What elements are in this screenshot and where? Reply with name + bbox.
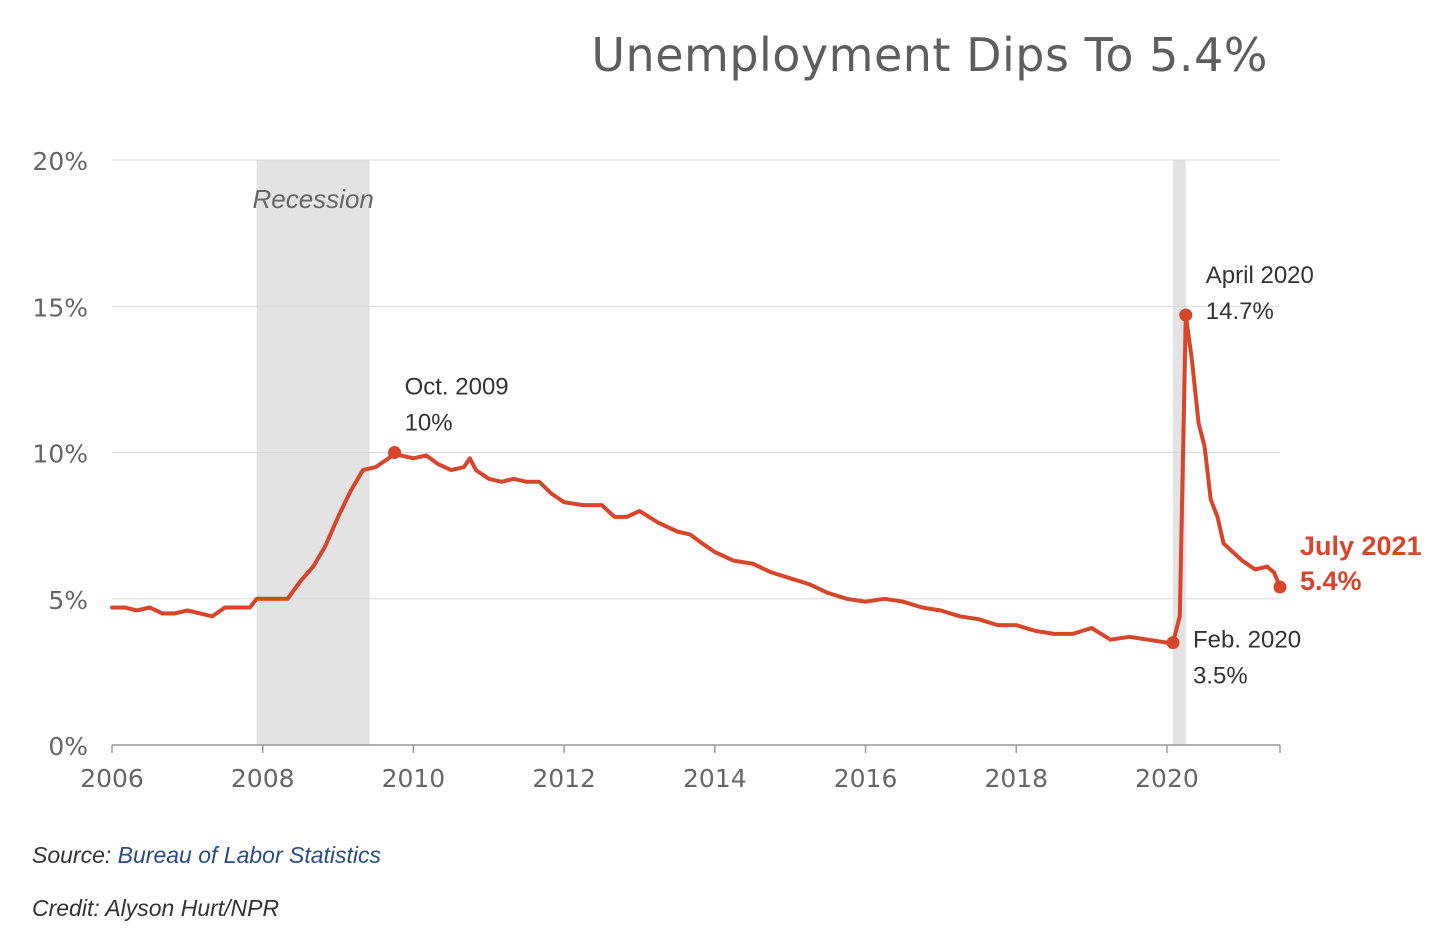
chart-title: Unemployment Dips To 5.4% bbox=[591, 28, 1268, 82]
data-point-marker bbox=[1179, 308, 1193, 322]
y-tick-label: 20% bbox=[32, 147, 88, 176]
annotations: Oct. 2009 10% April 2020 14.7% Feb. 2020 3.5%… bbox=[388, 262, 1422, 690]
x-tick-label: 2016 bbox=[834, 764, 898, 793]
annotation-date: Feb. 2020 bbox=[1193, 627, 1301, 654]
x-tick-label: 2018 bbox=[984, 764, 1048, 793]
annotation-date: July 2021 bbox=[1300, 531, 1422, 561]
annotation-date: Oct. 2009 bbox=[405, 374, 509, 401]
y-tick-label: 10% bbox=[32, 440, 88, 469]
source-link[interactable]: Bureau of Labor Statistics bbox=[117, 842, 382, 868]
x-tick-label: 2010 bbox=[382, 764, 446, 793]
source-label: Source: bbox=[32, 842, 118, 868]
y-tick-label: 15% bbox=[32, 293, 88, 322]
source-line: Source: Bureau of Labor Statistics bbox=[32, 842, 381, 869]
annotation-date: April 2020 bbox=[1206, 262, 1314, 289]
x-tick-label: 2020 bbox=[1135, 764, 1199, 793]
annotation-value: 14.7% bbox=[1206, 298, 1274, 325]
data-point-marker bbox=[1166, 636, 1180, 650]
data-point-marker bbox=[388, 446, 402, 459]
annotation-value: 5.4% bbox=[1300, 566, 1362, 596]
x-tick-label: 2006 bbox=[80, 764, 144, 793]
y-tick-label: 0% bbox=[48, 732, 88, 761]
axes: 0% 5% 10% 15% 20% 2006 2008 2010 2012 2014 2016 201… bbox=[32, 147, 1281, 793]
x-tick-label: 2008 bbox=[231, 764, 295, 793]
recession-label: Recession bbox=[252, 184, 373, 214]
data-point-marker bbox=[1273, 580, 1287, 594]
x-tick-label: 2012 bbox=[532, 764, 596, 793]
annotation-value: 3.5% bbox=[1193, 663, 1248, 690]
x-tick-label: 2014 bbox=[683, 764, 747, 793]
gridlines bbox=[112, 159, 1280, 600]
annotation-value: 10% bbox=[405, 410, 453, 437]
y-tick-label: 5% bbox=[48, 586, 88, 615]
credit-line: Credit: Alyson Hurt/NPR bbox=[32, 895, 280, 921]
